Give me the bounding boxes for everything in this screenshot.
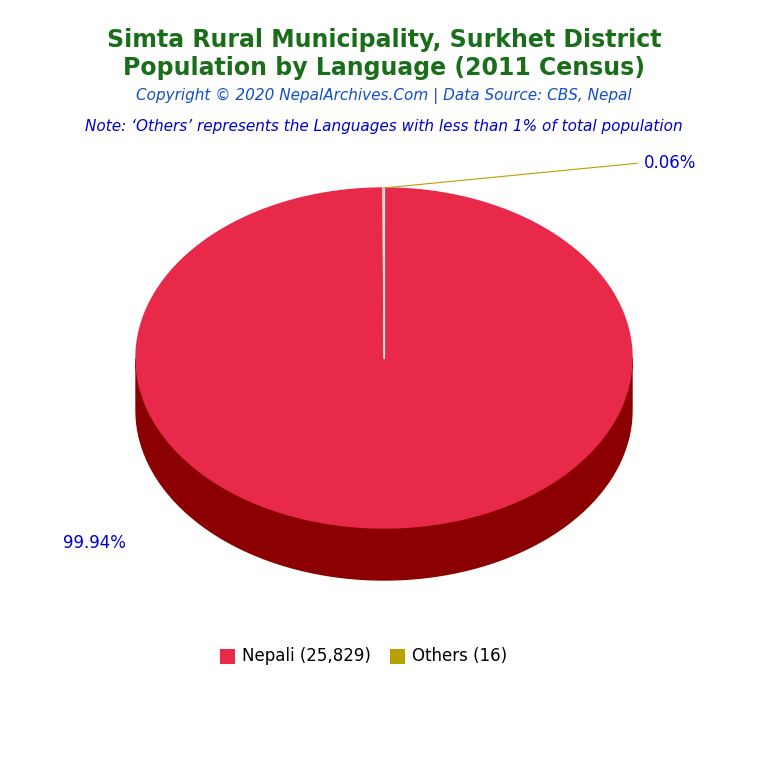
- Bar: [220, 648, 235, 664]
- Text: Nepali (25,829): Nepali (25,829): [242, 647, 371, 665]
- Text: Copyright © 2020 NepalArchives.Com | Data Source: CBS, Nepal: Copyright © 2020 NepalArchives.Com | Dat…: [136, 88, 632, 104]
- Text: 99.94%: 99.94%: [63, 534, 126, 552]
- Text: Others (16): Others (16): [412, 647, 507, 665]
- Text: Simta Rural Municipality, Surkhet District: Simta Rural Municipality, Surkhet Distri…: [107, 28, 661, 52]
- Text: 0.06%: 0.06%: [644, 154, 697, 172]
- Polygon shape: [136, 188, 632, 528]
- Bar: [390, 648, 405, 664]
- Text: Population by Language (2011 Census): Population by Language (2011 Census): [123, 56, 645, 80]
- Polygon shape: [136, 359, 632, 580]
- Polygon shape: [383, 188, 384, 358]
- Text: Note: ‘Others’ represents the Languages with less than 1% of total population: Note: ‘Others’ represents the Languages …: [85, 118, 683, 134]
